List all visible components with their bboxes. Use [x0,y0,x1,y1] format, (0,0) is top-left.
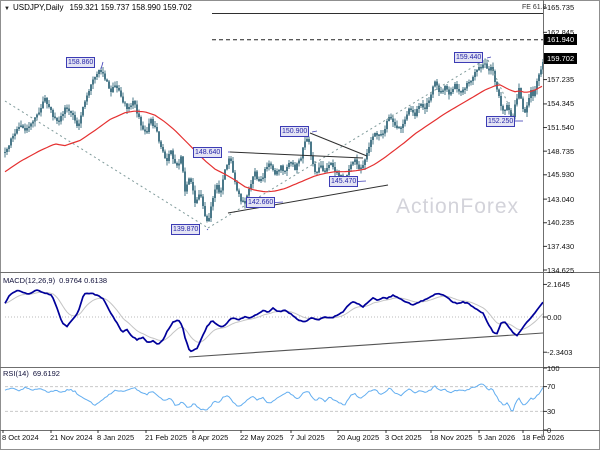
watermark: ActionForex [396,195,520,218]
collapse-arrow-icon[interactable]: ▼ [4,6,10,12]
ohlc-values: 159.321 159.737 158.990 159.702 [69,3,192,12]
macd-values: 0.9764 0.6138 [59,276,108,285]
rsi-value: 69.6192 [32,369,60,378]
fe-level-label: FE 61.8 [522,4,547,11]
rsi-name: RSI(14) [3,369,29,378]
rsi-indicator-label: RSI(14) 69.6192 [3,369,64,378]
macd-indicator-label: MACD(12,26,9) 0.9764 0.6138 [3,276,111,285]
symbol-timeframe-label: USDJPY,Daily [12,3,64,12]
macd-name: MACD(12,26,9) [3,276,56,285]
chart-title: ▼ USDJPY,Daily 159.321 159.737 158.990 159… [4,3,192,12]
